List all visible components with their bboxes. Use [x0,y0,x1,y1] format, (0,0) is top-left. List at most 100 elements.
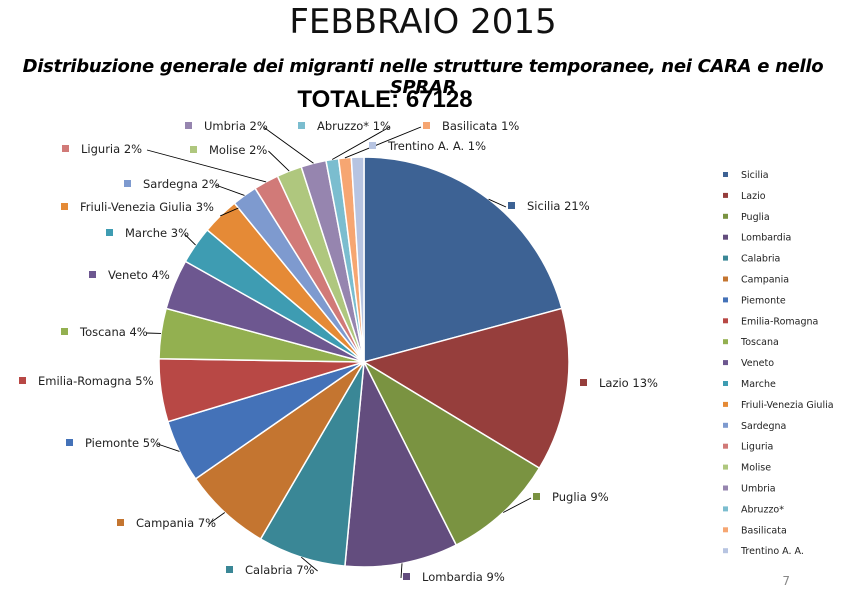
legend-swatch [723,485,728,491]
data-label-text: Lazio 13% [599,376,658,390]
leader-line-piemonte [157,443,180,452]
data-label-marker [106,229,113,236]
legend-label: Molise [741,463,771,474]
data-label-text: Marche 3% [125,226,189,240]
legend-item-friuli-venezia-giulia: Friuli-Venezia Giulia [723,400,834,411]
legend-item-toscana: Toscana [723,337,779,348]
legend-label: Abruzzo* [741,504,784,515]
data-label-text: Basilicata 1% [442,119,519,133]
legend-label: Puglia [741,212,770,223]
chart-subtitle: Distribuzione generale dei migranti nell… [22,56,824,98]
legend-label: Umbria [741,484,776,495]
data-label-marche: Marche 3% [106,226,189,240]
legend-item-calabria: Calabria [723,254,780,265]
leader-line-basilicata [344,126,422,159]
legend-swatch [723,527,728,533]
data-label-marker [89,271,96,278]
data-label-text: Molise 2% [209,143,267,157]
chart-title: FEBBRAIO 2015 [289,2,557,42]
legend-item-sicilia: Sicilia [723,170,769,181]
legend-swatch [723,464,728,470]
legend-item-molise: Molise [723,463,771,474]
data-label-marker [533,493,540,500]
legend-swatch [723,422,728,428]
legend-label: Trentino A. A. [740,546,804,557]
legend-swatch [723,318,728,324]
legend-swatch [723,401,728,407]
legend-swatch [723,548,728,554]
data-label-marker [508,202,515,209]
data-label-veneto: Veneto 4% [89,268,170,282]
data-label-puglia: Puglia 9% [533,490,609,504]
legend-item-lombardia: Lombardia [723,233,791,244]
data-label-text: Trentino A. A. 1% [387,139,486,153]
data-label-text: Toscana 4% [79,325,148,339]
legend-swatch [723,172,728,177]
data-label-text: Puglia 9% [552,490,609,504]
legend-item-liguria: Liguria [723,442,773,453]
legend-label: Campania [741,275,789,286]
leader-line-sicilia [488,198,507,208]
legend-label: Liguria [741,442,773,453]
legend-swatch [723,506,728,512]
data-label-text: Umbria 2% [204,119,268,133]
leader-line-molise [268,150,290,172]
legend-item-veneto: Veneto [723,358,774,369]
legend-label: Marche [741,379,776,390]
data-label-calabria: Calabria 7% [226,563,315,577]
legend-item-abruzzo: Abruzzo* [723,504,784,515]
legend-label: Emilia-Romagna [741,316,818,327]
data-label-text: Liguria 2% [81,142,142,156]
data-label-marker [369,142,376,149]
data-label-lazio: Lazio 13% [580,376,658,390]
legend-label: Basilicata [741,525,787,536]
leader-lines [145,126,532,579]
leader-line-calabria [301,556,318,572]
legend-swatch [723,255,728,261]
leader-line-abruzzo [331,126,390,160]
legend-label: Veneto [741,358,774,369]
data-label-text: Sardegna 2% [143,177,220,191]
data-label-marker [580,379,587,386]
leader-line-puglia [502,497,532,513]
leader-line-liguria [146,149,267,183]
data-label-molise: Molise 2% [190,143,267,157]
data-label-marker [298,122,305,129]
legend-swatch [723,213,728,219]
data-label-marker [124,180,131,187]
pie-slices [158,156,570,568]
data-label-basilicata: Basilicata 1% [423,119,519,133]
legend-swatch [723,297,728,303]
legend-label: Calabria [741,254,780,265]
data-label-text: Sicilia 21% [527,199,590,213]
total-label: TOTALE: 67128 [297,86,473,113]
legend-label: Toscana [740,337,779,348]
data-label-trentino-a-a: Trentino A. A. 1% [369,139,486,153]
leader-line-campania [208,512,226,525]
legend-item-sardegna: Sardegna [723,421,786,432]
leader-line-marche [184,233,196,246]
legend-swatch [723,339,728,345]
data-label-umbria: Umbria 2% [185,119,268,133]
data-label-marker [403,573,410,580]
data-label-lombardia: Lombardia 9% [403,570,505,584]
data-label-text: Calabria 7% [245,563,315,577]
legend-swatch [723,360,728,366]
data-label-marker [117,519,124,526]
data-label-text: Emilia-Romagna 5% [38,374,154,388]
legend-item-trentino-a-a: Trentino A. A. [723,546,804,557]
leader-line-sardegna [215,184,245,196]
legend-label: Sicilia [741,170,769,181]
data-label-marker [423,122,430,129]
legend-swatch [723,192,728,198]
legend-swatch [723,276,728,282]
legend-item-lazio: Lazio [723,191,766,202]
data-label-sicilia: Sicilia 21% [508,199,590,213]
data-label-piemonte: Piemonte 5% [66,436,161,450]
leader-line-lombardia [400,563,403,579]
data-label-liguria: Liguria 2% [62,142,142,156]
legend: Sicilia Lazio Puglia Lombardia Calabria Campa… [723,170,834,557]
pie-slice-trentino-a-a [350,156,365,363]
data-label-text: Abruzzo* 1% [317,119,391,133]
